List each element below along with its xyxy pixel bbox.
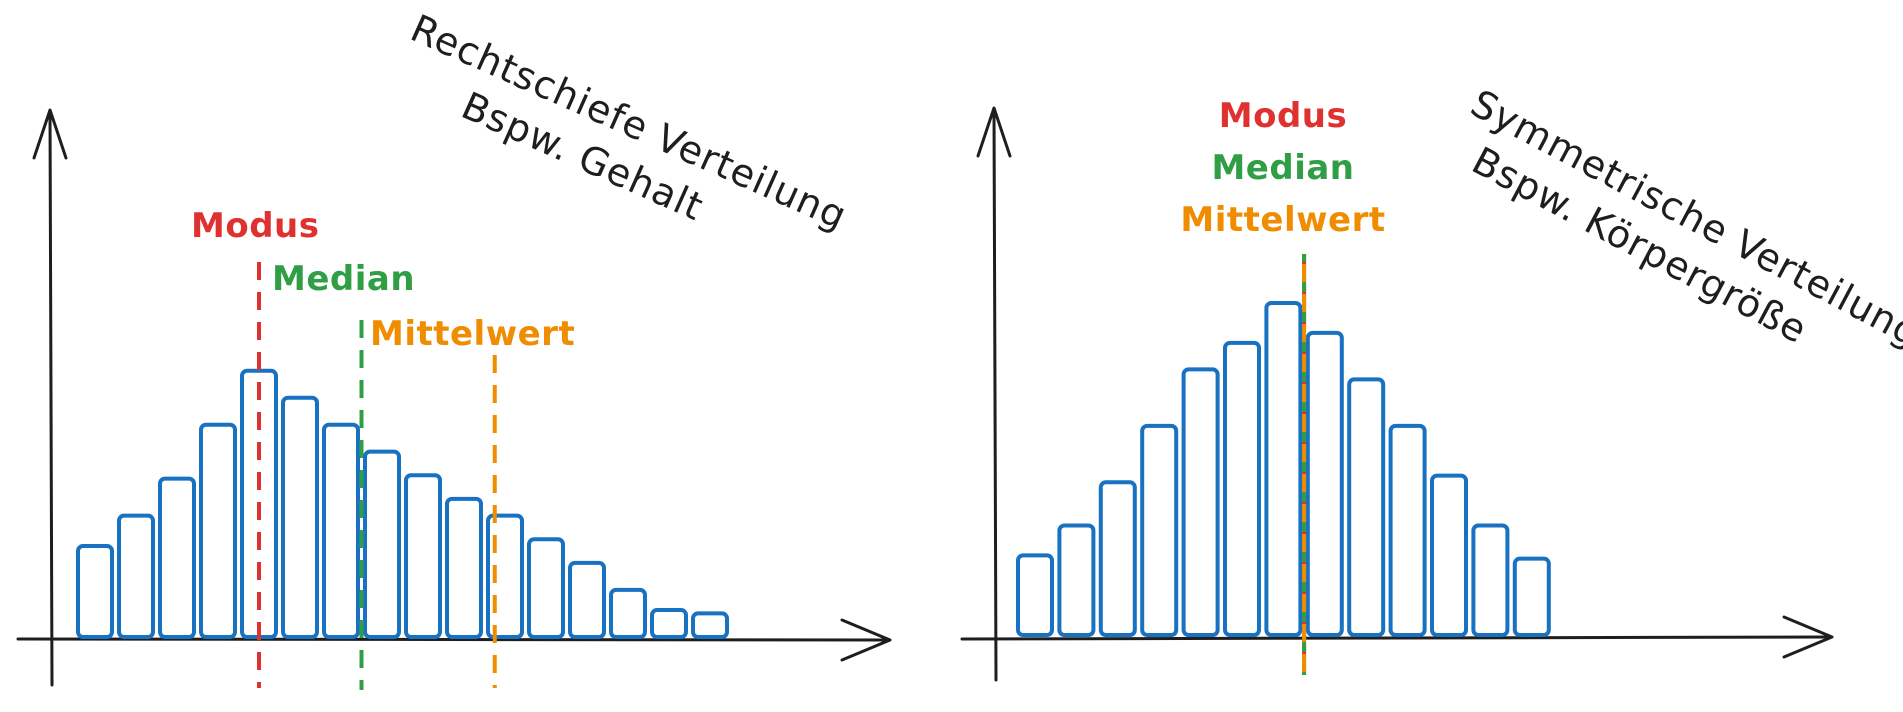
histogram-bar [1471, 523, 1510, 637]
y-axis [48, 110, 54, 687]
histogram-bar [1016, 553, 1054, 638]
histogram-bar [199, 422, 237, 639]
histogram-bar [568, 560, 606, 639]
bars [1016, 301, 1551, 638]
histogram-bar [281, 395, 319, 640]
x-axis-arrowhead [840, 618, 892, 662]
x-axis [960, 635, 1832, 641]
histogram-bar [1098, 480, 1137, 637]
chart-title: Rechtschiefe Verteilung Bspw. Gehalt [404, 6, 853, 238]
histogram-bar [691, 611, 729, 639]
histogram-bar [609, 587, 647, 640]
histogram-bar [1347, 377, 1386, 637]
modus-label: Modus [1219, 96, 1347, 136]
histogram-bar [445, 496, 483, 639]
chart-title-line-1: Symmetrische Verteilung [1464, 81, 1903, 356]
x-axis [16, 637, 890, 642]
histogram-bar [1181, 367, 1220, 637]
histogram-bar [363, 449, 401, 639]
median-label: Median [1211, 148, 1354, 188]
chart-right-skewed: Modus Median Mittelwert Rechtschiefe Ver… [16, 6, 892, 690]
y-axis [992, 108, 998, 682]
histogram-bar [1057, 523, 1096, 637]
y-axis-arrowhead [976, 106, 1012, 158]
histogram-bar [1430, 473, 1468, 638]
x-axis-arrowhead [1782, 615, 1834, 659]
chart-title: Symmetrische Verteilung Bspw. Körpergröß… [1464, 81, 1903, 356]
histogram-bar [404, 473, 442, 639]
histogram-bar [322, 422, 360, 639]
chart-symmetric: Modus Median Mittelwert Symmetrische Ver… [960, 81, 1903, 682]
histogram-bar [1223, 340, 1261, 637]
median-label: Median [272, 259, 415, 299]
histogram-bar [158, 476, 196, 639]
bars [76, 368, 729, 640]
histogram-bar [527, 537, 565, 640]
histogram-bar [1305, 330, 1344, 637]
histogram-bar [650, 608, 688, 639]
mittelwert-label: Mittelwert [1180, 200, 1385, 240]
histogram-bar [1264, 301, 1303, 637]
y-axis-arrowhead [32, 108, 68, 160]
histogram-bar [76, 544, 114, 640]
histogram-bar [1512, 556, 1551, 638]
histogram-bar [1388, 423, 1427, 637]
modus-label: Modus [191, 206, 319, 246]
histogram-bar [1140, 423, 1179, 637]
mittelwert-label: Mittelwert [370, 314, 575, 354]
histogram-bar [117, 513, 155, 639]
